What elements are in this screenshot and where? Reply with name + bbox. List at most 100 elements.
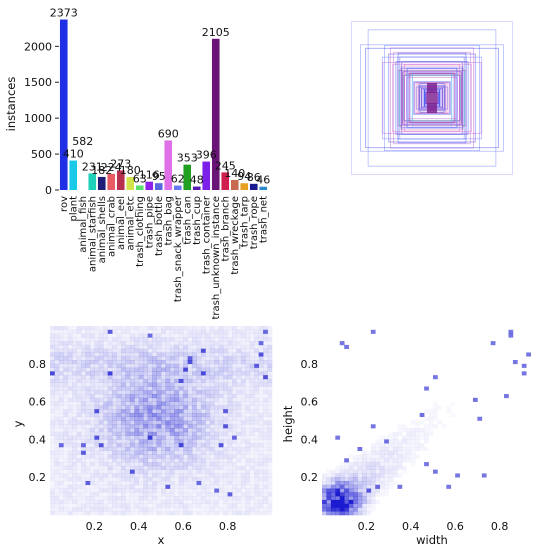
- heatmap-cell: [85, 363, 91, 368]
- heatmap-cell: [81, 503, 86, 508]
- heatmap-cell: [165, 412, 171, 418]
- bar-value-label: 63: [133, 172, 147, 185]
- heatmap-cell: [361, 484, 367, 489]
- heatmap-cell: [236, 435, 242, 440]
- heatmap-cell: [209, 356, 215, 361]
- heatmap-cell: [129, 344, 135, 349]
- heatmap-cell: [147, 458, 153, 463]
- heatmap-cell: [183, 397, 188, 402]
- heatmap-cell: [98, 462, 104, 467]
- heatmap-cell: [169, 352, 175, 357]
- heatmap-cell: [322, 484, 327, 489]
- heatmap-cell: [147, 488, 153, 493]
- heatmap-cell: [339, 511, 345, 516]
- heatmap-cell: [156, 473, 162, 478]
- heatmap-cell: [156, 329, 162, 334]
- heatmap-cell: [50, 431, 55, 436]
- heatmap-cell: [165, 511, 171, 516]
- heatmap-cell: [258, 450, 264, 455]
- heatmap-cell: [121, 390, 126, 395]
- heatmap-cell: [89, 507, 95, 512]
- heatmap-cell: [72, 405, 77, 410]
- heatmap-cell: [223, 503, 228, 508]
- heatmap-cell: [67, 329, 73, 334]
- heatmap-cell: [156, 469, 162, 474]
- heatmap-cell: [76, 348, 82, 353]
- heatmap-cell: [121, 416, 126, 421]
- heatmap-cell: [267, 409, 273, 414]
- heatmap-cell: [147, 503, 153, 508]
- x-tick-label: 0.4: [402, 520, 420, 533]
- heatmap-cell: [125, 344, 131, 349]
- heatmap-cell: [214, 477, 220, 482]
- heatmap-cell: [169, 477, 175, 482]
- heatmap-cell: [223, 333, 228, 338]
- heatmap-cell: [129, 363, 135, 368]
- heatmap-cell: [67, 424, 73, 429]
- heatmap-cell: [50, 337, 55, 342]
- heatmap-cell: [81, 409, 86, 414]
- heatmap-cell: [98, 443, 104, 448]
- heatmap-cell: [227, 496, 233, 501]
- heatmap-cell: [94, 431, 100, 436]
- heatmap-cell: [50, 363, 55, 368]
- heatmap-cell: [67, 394, 73, 399]
- heatmap-cell: [85, 337, 91, 342]
- heatmap-cell: [72, 367, 77, 372]
- heatmap-cell: [232, 412, 237, 418]
- heatmap-cell: [161, 446, 166, 452]
- heatmap-cell: [183, 333, 188, 338]
- heatmap-cell: [129, 341, 135, 346]
- heatmap-cell: [254, 443, 259, 448]
- heatmap-cell: [183, 477, 188, 482]
- heatmap-cell: [375, 447, 380, 451]
- heatmap-cell: [223, 469, 228, 474]
- heatmap-cell: [50, 477, 55, 482]
- heatmap-cell: [196, 356, 202, 361]
- heatmap-cell: [322, 511, 327, 516]
- heatmap-cell: [209, 420, 215, 425]
- heatmap-cell: [249, 416, 255, 421]
- heatmap-cell: [67, 439, 73, 444]
- heatmap-cell: [72, 341, 77, 346]
- heatmap-cell: [384, 443, 389, 448]
- heatmap-cell: [174, 420, 180, 425]
- heatmap-cell: [134, 367, 140, 372]
- heatmap-cell: [143, 401, 148, 406]
- heatmap-cell: [98, 409, 104, 414]
- heatmap-cell: [410, 439, 416, 444]
- heatmap-cell: [161, 428, 166, 433]
- heatmap-cell: [54, 499, 60, 504]
- heatmap-cell: [165, 499, 171, 504]
- heatmap-cell: [218, 333, 224, 338]
- heatmap-cell: [339, 484, 345, 489]
- heatmap-cell: [245, 360, 251, 365]
- heatmap-cell: [183, 435, 188, 440]
- heatmap-cell: [178, 344, 184, 349]
- heatmap-cell: [227, 348, 233, 353]
- heatmap-cell: [178, 503, 184, 508]
- heatmap-cell: [258, 480, 264, 486]
- heatmap-cell: [81, 378, 86, 383]
- heatmap-cell: [218, 458, 224, 463]
- heatmap-cell: [249, 409, 255, 414]
- heatmap-cell: [249, 348, 255, 353]
- heatmap-cell: [129, 450, 135, 455]
- heatmap-cell: [85, 469, 91, 474]
- heatmap-cell: [214, 462, 220, 467]
- heatmap-cell: [156, 465, 162, 470]
- heatmap-cell: [89, 412, 95, 418]
- heatmap-cell: [240, 371, 246, 376]
- bar-trash_container: [202, 161, 211, 190]
- heatmap-cell: [63, 329, 69, 334]
- heatmap-cell: [152, 439, 157, 444]
- heatmap-cell: [205, 367, 211, 372]
- heatmap-cell: [129, 480, 135, 486]
- heatmap-cell: [384, 462, 389, 467]
- heatmap-cell: [165, 469, 171, 474]
- heatmap-cell: [147, 405, 153, 410]
- heatmap-cell: [94, 401, 100, 406]
- heatmap-cell: [165, 439, 171, 444]
- heatmap-cell: [326, 503, 332, 508]
- heatmap-cell: [112, 348, 117, 353]
